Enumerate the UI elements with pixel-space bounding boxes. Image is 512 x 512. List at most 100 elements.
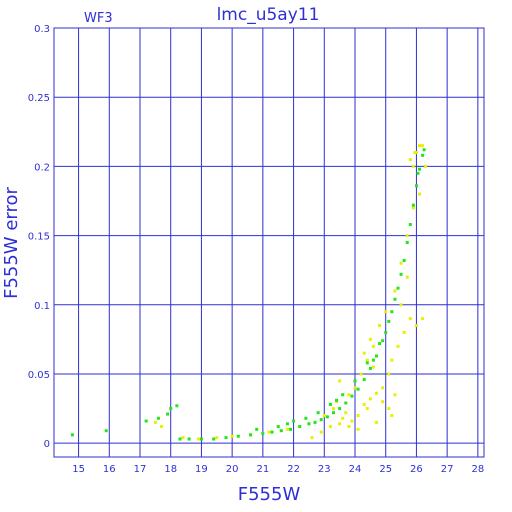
data-point: [399, 303, 403, 307]
y-tick-label: 0.1: [34, 301, 50, 312]
data-point: [332, 407, 335, 411]
data-point: [396, 344, 400, 348]
data-point: [353, 386, 357, 390]
x-tick-label: 26: [410, 464, 423, 475]
data-point: [387, 372, 391, 376]
y-tick-label: 0.3: [34, 24, 50, 35]
data-point: [362, 402, 366, 406]
data-point: [325, 415, 329, 419]
data-point: [289, 427, 292, 431]
data-point: [396, 286, 400, 290]
data-point: [344, 401, 348, 405]
data-point: [104, 429, 108, 433]
data-point: [381, 386, 385, 390]
data-point: [356, 427, 360, 431]
data-point: [365, 358, 369, 362]
data-point: [381, 339, 385, 343]
data-point: [322, 413, 326, 417]
data-point: [399, 261, 403, 265]
data-point: [328, 402, 332, 406]
data-point: [421, 144, 425, 148]
data-point: [365, 361, 369, 365]
data-point: [384, 310, 388, 314]
data-point: [276, 425, 280, 429]
x-tick-label: 28: [471, 464, 484, 475]
data-point: [298, 425, 302, 429]
x-tick-label: 23: [318, 464, 331, 475]
data-point: [187, 437, 191, 441]
data-point: [156, 416, 160, 420]
data-point: [416, 171, 420, 175]
x-tick-label: 21: [256, 464, 269, 475]
data-point: [270, 430, 274, 434]
x-tick-label: 19: [195, 464, 208, 475]
data-point: [399, 272, 403, 276]
x-tick-label: 25: [379, 464, 392, 475]
data-point: [381, 400, 385, 404]
data-point: [368, 366, 372, 370]
data-point: [393, 393, 397, 397]
x-tick-label: 27: [441, 464, 454, 475]
y-tick-label: 0.05: [28, 370, 50, 381]
chip-label: WF3: [84, 11, 113, 26]
data-point: [215, 436, 219, 440]
data-point: [169, 407, 173, 411]
data-point: [212, 437, 216, 441]
data-point: [365, 407, 369, 411]
data-point: [371, 344, 375, 348]
data-point: [249, 433, 253, 437]
data-point: [368, 337, 372, 341]
data-point: [356, 387, 360, 391]
data-point: [418, 167, 421, 171]
data-point: [387, 407, 391, 411]
data-point: [393, 297, 397, 301]
data-point: [408, 157, 412, 161]
data-point: [267, 430, 271, 434]
data-point: [375, 391, 378, 395]
data-point: [285, 427, 289, 431]
data-point: [422, 148, 426, 152]
data-point: [316, 411, 320, 415]
tick-labels: 15 16 17 18 19 20 21 22 23 24 25 26 27 28 0 0.05 0.1 0.15…: [28, 24, 484, 475]
data-point: [418, 144, 421, 148]
data-point: [414, 324, 418, 328]
data-point: [338, 407, 342, 411]
x-axis-label: F555W: [238, 484, 301, 505]
x-tick-label: 22: [287, 464, 300, 475]
data-point: [341, 416, 345, 420]
grid: [54, 27, 484, 457]
y-tick-label: 0.15: [28, 232, 50, 243]
data-point: [375, 420, 378, 424]
data-point: [181, 436, 185, 440]
data-point: [368, 397, 372, 401]
data-point: [405, 234, 409, 238]
data-point: [153, 420, 157, 424]
data-point: [350, 394, 354, 398]
data-point: [279, 429, 283, 433]
data-point: [362, 378, 366, 382]
data-point: [375, 354, 378, 358]
data-points: [70, 144, 428, 441]
data-point: [166, 412, 170, 416]
data-point: [313, 420, 317, 424]
data-point: [405, 275, 409, 279]
data-point: [390, 413, 394, 417]
x-tick-label: 16: [103, 464, 116, 475]
data-point: [390, 358, 394, 362]
data-point: [199, 437, 203, 441]
data-point: [236, 434, 240, 438]
data-point: [178, 437, 182, 441]
data-point: [378, 324, 382, 328]
data-point: [424, 164, 428, 168]
data-point: [371, 358, 375, 362]
data-point: [411, 206, 415, 210]
y-axis-label: F555W error: [1, 187, 22, 299]
data-point: [319, 418, 323, 422]
data-point: [304, 416, 308, 420]
data-point: [402, 330, 406, 334]
data-point: [255, 427, 259, 431]
data-point: [328, 425, 332, 429]
data-point: [393, 289, 397, 293]
data-point: [338, 379, 342, 383]
data-point: [413, 151, 417, 155]
